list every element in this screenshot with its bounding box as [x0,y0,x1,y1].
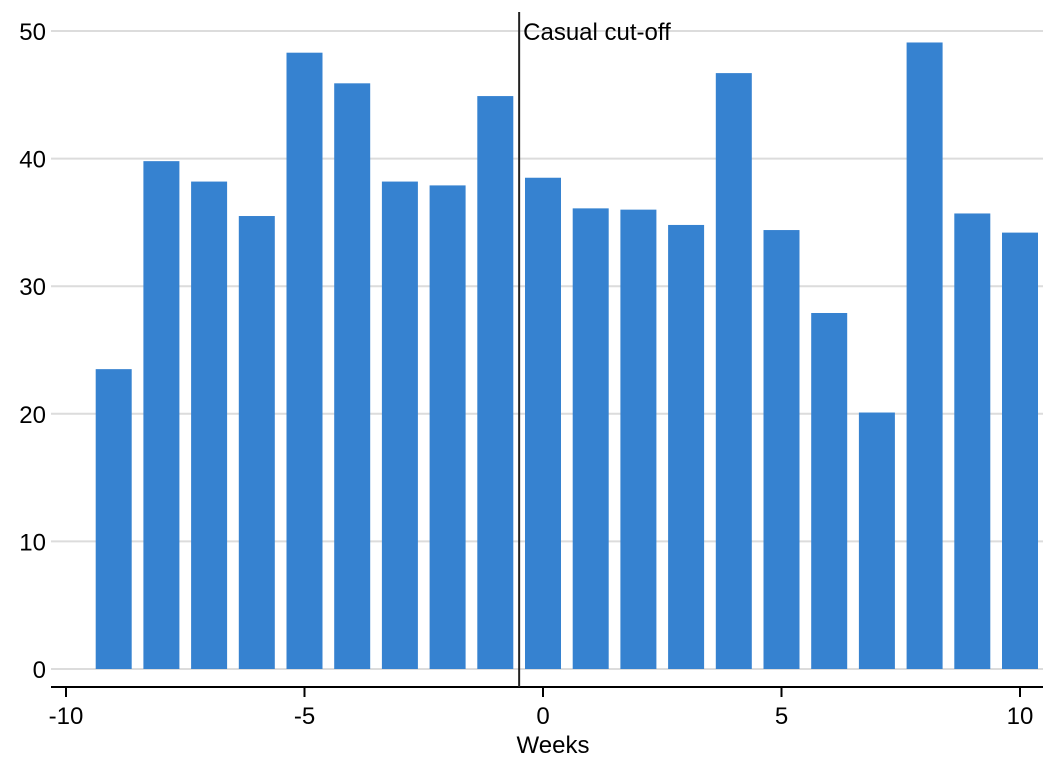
x-tick-label: 10 [1007,703,1034,730]
bar [620,209,657,669]
bar [763,230,800,669]
bar [191,181,228,669]
y-tick-label: 20 [19,402,46,429]
y-tick-label: 40 [19,147,46,174]
bar [238,216,275,669]
bar [811,312,848,669]
bar [143,161,180,670]
bar [1002,232,1038,669]
bar-series [95,42,1038,670]
x-axis-title: Weeks [517,732,590,757]
x-tick-label: -10 [49,703,84,730]
x-axis [51,686,1043,697]
bar [715,73,752,669]
x-axis-tick-labels: -10 -5 0 5 10 [49,703,1034,730]
bar [668,224,705,669]
y-axis-tick-labels: 0 10 20 30 40 50 [19,19,46,684]
x-tick-label: 0 [536,703,549,730]
bar [477,96,514,670]
bar [525,177,561,670]
bar [334,83,371,670]
cutoff-label: Casual cut-off [523,19,671,46]
bar [381,181,418,669]
bar [954,213,991,669]
bar [906,42,943,669]
y-tick-label: 0 [33,657,46,684]
bar [572,208,609,669]
bar [429,185,466,669]
bar [858,412,895,669]
x-tick-label: -5 [294,703,315,730]
y-tick-label: 30 [19,274,46,301]
bar [286,52,323,669]
y-tick-label: 10 [19,529,46,556]
y-tick-label: 50 [19,19,46,46]
x-tick-label: 5 [775,703,788,730]
bar [95,369,132,669]
